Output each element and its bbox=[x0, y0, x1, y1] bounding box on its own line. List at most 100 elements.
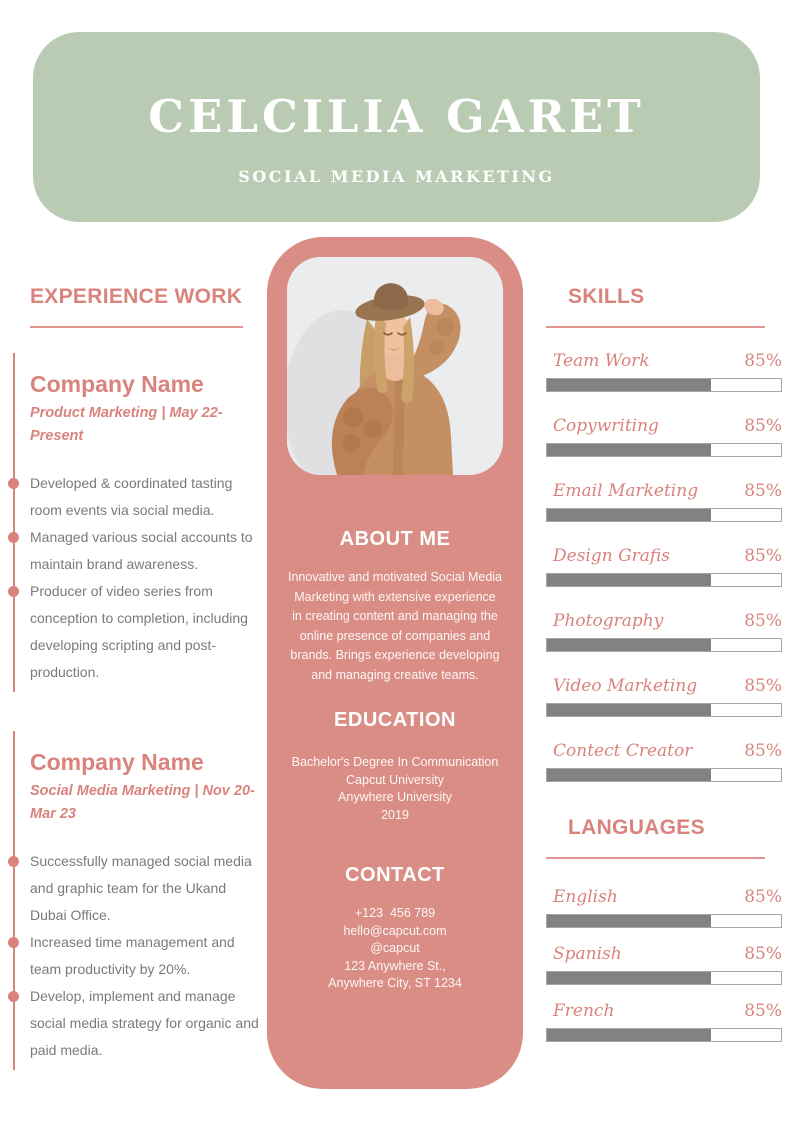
education-line: Anywhere University bbox=[338, 790, 452, 804]
language-bar-fill bbox=[547, 972, 711, 984]
right-column: SKILLS Team Work 85% Copywriting 85% Ema… bbox=[546, 285, 782, 1058]
education-heading: EDUCATION bbox=[334, 709, 456, 731]
experience-section: EXPERIENCE WORK Company Name Product Mar… bbox=[7, 285, 267, 1070]
languages-section: LANGUAGES English 85% Spanish 85% French bbox=[546, 816, 782, 1042]
language-row: Spanish 85% bbox=[546, 944, 782, 985]
job-bullet: Producer of video series from conception… bbox=[7, 578, 260, 686]
skill-bar-fill bbox=[547, 704, 711, 716]
skill-value: 85% bbox=[744, 481, 782, 501]
skill-label: Photography bbox=[553, 611, 664, 631]
company-name: Company Name bbox=[30, 371, 204, 397]
skill-label: Design Grafis bbox=[553, 546, 670, 566]
skill-bar bbox=[546, 443, 782, 457]
contact-heading: CONTACT bbox=[345, 864, 445, 886]
job-bullet: Increased time management and team produ… bbox=[7, 929, 260, 983]
job-bullet: Develop, implement and manage social med… bbox=[7, 983, 260, 1064]
skill-bar-fill bbox=[547, 509, 711, 521]
person-name: CELCILIA GARET bbox=[148, 90, 645, 143]
language-row: French 85% bbox=[546, 1001, 782, 1042]
timeline-line bbox=[12, 731, 15, 1070]
language-bar bbox=[546, 914, 782, 928]
skill-value: 85% bbox=[744, 611, 782, 631]
skill-bar bbox=[546, 638, 782, 652]
skill-row: Team Work 85% bbox=[546, 351, 782, 392]
timeline-line bbox=[12, 353, 15, 692]
skills-heading: SKILLS bbox=[568, 285, 645, 308]
experience-heading: EXPERIENCE WORK bbox=[30, 285, 243, 308]
skill-label: Copywriting bbox=[553, 416, 659, 436]
company-name: Company Name bbox=[30, 749, 204, 775]
education-details: Bachelor's Degree In Communication Capcu… bbox=[267, 754, 523, 824]
language-bar bbox=[546, 1028, 782, 1042]
skill-bar-fill bbox=[547, 574, 711, 586]
skill-row: Contect Creator 85% bbox=[546, 741, 782, 782]
section-divider bbox=[546, 857, 765, 859]
skill-bar bbox=[546, 768, 782, 782]
skill-label: Video Marketing bbox=[553, 676, 698, 696]
job-meta: Social Media Marketing | Nov 20-Mar 23 bbox=[30, 783, 255, 822]
job-bullet: Successfully managed social media and gr… bbox=[7, 848, 260, 929]
skill-label: Contect Creator bbox=[553, 741, 693, 761]
skill-label: Email Marketing bbox=[553, 481, 699, 501]
language-label: Spanish bbox=[553, 944, 622, 964]
languages-list: English 85% Spanish 85% French 85% bbox=[546, 887, 782, 1042]
languages-heading: LANGUAGES bbox=[568, 816, 705, 839]
skill-row: Copywriting 85% bbox=[546, 416, 782, 457]
social-handle: @capcut bbox=[370, 941, 420, 955]
language-bar bbox=[546, 971, 782, 985]
language-bar-fill bbox=[547, 1029, 711, 1041]
skill-label: Team Work bbox=[553, 351, 650, 371]
email-address: hello@capcut.com bbox=[343, 923, 447, 938]
language-label: English bbox=[553, 887, 618, 907]
education-line: Bachelor's Degree In Communication bbox=[291, 755, 499, 769]
address-line: 123 Anywhere St., bbox=[344, 958, 446, 973]
language-value: 85% bbox=[744, 944, 782, 964]
job-meta: Product Marketing | May 22-Present bbox=[30, 405, 223, 444]
skill-row: Photography 85% bbox=[546, 611, 782, 652]
skill-value: 85% bbox=[744, 546, 782, 566]
skill-bar bbox=[546, 573, 782, 587]
about-heading: ABOUT ME bbox=[339, 528, 451, 550]
portrait-illustration bbox=[287, 257, 503, 475]
portrait-photo bbox=[287, 257, 503, 475]
job-bullet-list: Successfully managed social media and gr… bbox=[7, 848, 260, 1064]
education-line: Capcut University bbox=[346, 772, 444, 787]
phone-number: +123 456 789 bbox=[354, 906, 436, 920]
skill-bar-fill bbox=[547, 639, 711, 651]
job-entry: Company Name Product Marketing | May 22-… bbox=[7, 353, 267, 692]
skill-value: 85% bbox=[744, 676, 782, 696]
job-title: SOCIAL MEDIA MARKETING bbox=[238, 166, 555, 186]
job-bullet-list: Developed & coordinated tasting room eve… bbox=[7, 470, 260, 686]
about-text: Innovative and motivated Social Media Ma… bbox=[288, 570, 503, 682]
language-value: 85% bbox=[744, 1001, 782, 1021]
profile-panel: ABOUT ME Innovative and motivated Social… bbox=[267, 237, 523, 1089]
language-bar-fill bbox=[547, 915, 711, 927]
skill-bar bbox=[546, 378, 782, 392]
skill-row: Design Grafis 85% bbox=[546, 546, 782, 587]
language-label: French bbox=[553, 1001, 615, 1021]
job-entry: Company Name Social Media Marketing | No… bbox=[7, 731, 267, 1070]
skill-bar-fill bbox=[547, 769, 711, 781]
skill-bar-fill bbox=[547, 379, 711, 391]
skill-value: 85% bbox=[744, 741, 782, 761]
header-banner: CELCILIA GARET SOCIAL MEDIA MARKETING bbox=[33, 32, 760, 222]
job-bullet: Managed various social accounts to maint… bbox=[7, 524, 260, 578]
section-divider bbox=[30, 326, 243, 328]
language-value: 85% bbox=[744, 887, 782, 907]
education-line: 2019 bbox=[381, 807, 409, 822]
skill-bar bbox=[546, 703, 782, 717]
skill-bar-fill bbox=[547, 444, 711, 456]
contact-details: +123 456 789 hello@capcut.com @capcut 12… bbox=[267, 905, 523, 993]
skill-row: Video Marketing 85% bbox=[546, 676, 782, 717]
address-line: Anywhere City, ST 1234 bbox=[328, 976, 462, 990]
skills-list: Team Work 85% Copywriting 85% Email Mark… bbox=[546, 351, 782, 782]
language-row: English 85% bbox=[546, 887, 782, 928]
skill-row: Email Marketing 85% bbox=[546, 481, 782, 522]
section-divider bbox=[546, 326, 765, 328]
job-bullet: Developed & coordinated tasting room eve… bbox=[7, 470, 260, 524]
skill-bar bbox=[546, 508, 782, 522]
skill-value: 85% bbox=[744, 351, 782, 371]
skills-section: SKILLS Team Work 85% Copywriting 85% Ema… bbox=[546, 285, 782, 782]
skill-value: 85% bbox=[744, 416, 782, 436]
